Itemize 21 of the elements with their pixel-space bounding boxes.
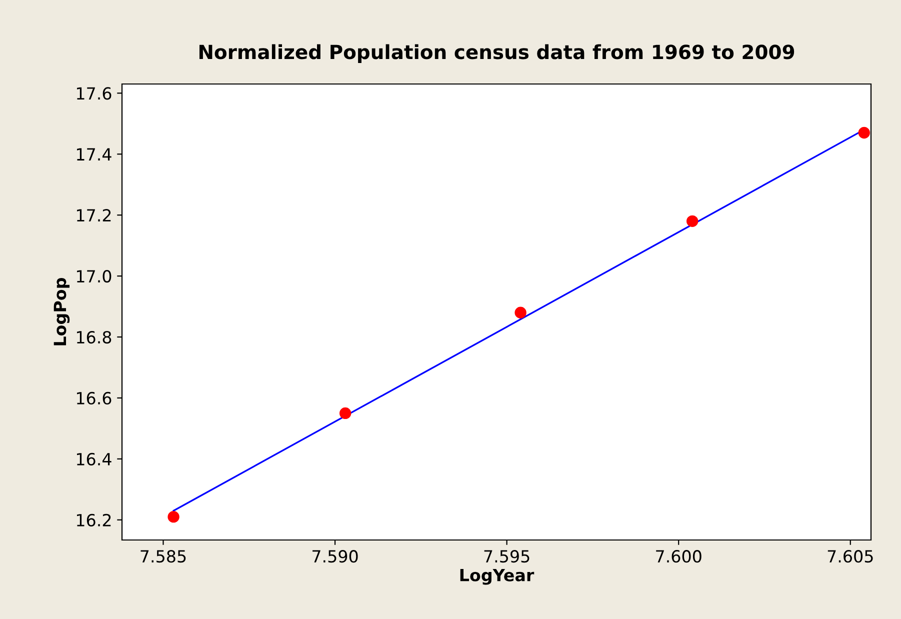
chart-title: Normalized Population census data from 1969 to 2009 [199,44,794,64]
point [168,510,180,523]
y-tick-label: 16.6 [77,392,112,405]
x-tick-label: 7.590 [312,550,358,563]
x-tick-label: 7.585 [140,550,186,563]
point [514,306,526,318]
y-tick-label: 17.2 [77,209,111,222]
point [858,126,870,139]
y-tick-label: 17.0 [77,270,112,283]
point [339,407,352,420]
x-axis-title: LogYear [460,569,534,585]
x-tick-label: 7.595 [484,550,530,563]
y-tick-label: 17.4 [77,148,112,160]
y-tick-label: 17.6 [77,87,112,100]
x-tick-label: 7.605 [828,550,873,563]
y-axis-title: LogPop [54,278,70,346]
y-tick-label: 16.2 [77,514,111,526]
x-tick-label: 7.600 [656,550,702,563]
point [686,215,698,228]
y-tick-label: 16.8 [77,330,112,344]
y-tick-label: 16.4 [77,452,112,466]
